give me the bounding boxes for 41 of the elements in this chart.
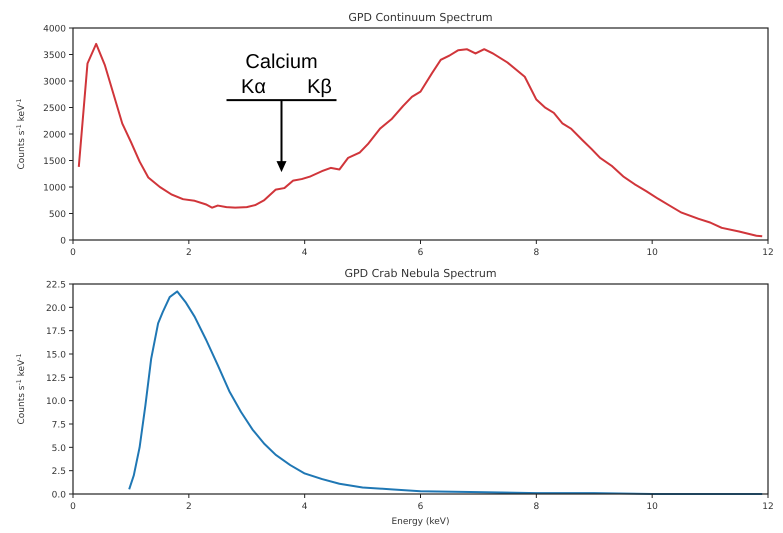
- x-tick-label: 8: [533, 248, 540, 258]
- y-tick-label: 0: [60, 236, 66, 246]
- x-tick-label: 10: [646, 248, 658, 258]
- line-series: [128, 290, 764, 495]
- chart-title: GPD Crab Nebula Spectrum: [344, 267, 497, 280]
- x-axis-title: Energy (keV): [392, 517, 450, 527]
- x-tick-label: 6: [418, 502, 424, 512]
- y-tick-label: 3500: [43, 51, 66, 61]
- y-tick-label: 12.5: [46, 374, 66, 384]
- y-tick-label: 20.0: [46, 304, 66, 314]
- y-tick-label: 4000: [43, 24, 66, 34]
- y-tick-label: 3000: [43, 78, 66, 88]
- x-tick-label: 4: [302, 502, 308, 512]
- x-tick-label: 2: [186, 248, 192, 258]
- line-series: [78, 42, 764, 238]
- x-tick-label: 12: [762, 502, 774, 512]
- x-tick-label: 8: [533, 502, 540, 512]
- y-tick-label: 17.5: [46, 327, 66, 338]
- y-tick-label: 0.0: [52, 490, 66, 500]
- y-tick-label: 15.0: [46, 350, 66, 360]
- x-tick-label: 12: [762, 248, 774, 258]
- y-tick-label: 2000: [43, 130, 66, 140]
- y-tick-label: 2500: [43, 104, 66, 114]
- x-tick-label: 2: [186, 502, 192, 512]
- annotation: Calcium: [245, 51, 318, 74]
- x-tick-label: 4: [302, 248, 308, 258]
- x-tick-label: 6: [418, 248, 424, 258]
- annotation: Kβ: [307, 76, 332, 98]
- x-tick-label: 0: [70, 502, 76, 512]
- y-tick-label: 1000: [43, 184, 66, 194]
- y-tick-label: 7.5: [52, 420, 66, 430]
- y-tick-label: 5.0: [52, 444, 66, 454]
- y-tick-label: 22.5: [46, 280, 66, 290]
- x-tick-label: 0: [70, 248, 76, 258]
- chart-title: GPD Continuum Spectrum: [348, 11, 493, 24]
- annotation: Kα: [241, 76, 266, 98]
- y-tick-label: 1500: [43, 157, 66, 167]
- y-tick-label: 10.0: [46, 397, 66, 408]
- x-tick-label: 10: [646, 502, 658, 512]
- y-tick-label: 500: [48, 210, 66, 220]
- y-tick-label: 2.5: [52, 467, 66, 478]
